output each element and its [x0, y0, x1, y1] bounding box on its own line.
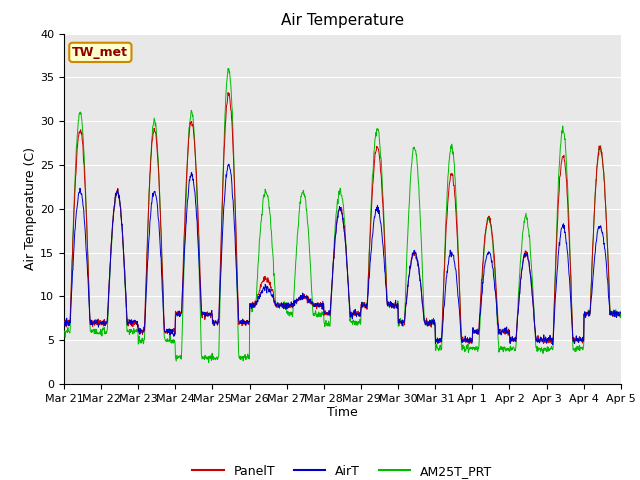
Legend: PanelT, AirT, AM25T_PRT: PanelT, AirT, AM25T_PRT	[188, 460, 497, 480]
Text: TW_met: TW_met	[72, 46, 129, 59]
X-axis label: Time: Time	[327, 407, 358, 420]
Y-axis label: Air Temperature (C): Air Temperature (C)	[24, 147, 37, 270]
Title: Air Temperature: Air Temperature	[281, 13, 404, 28]
